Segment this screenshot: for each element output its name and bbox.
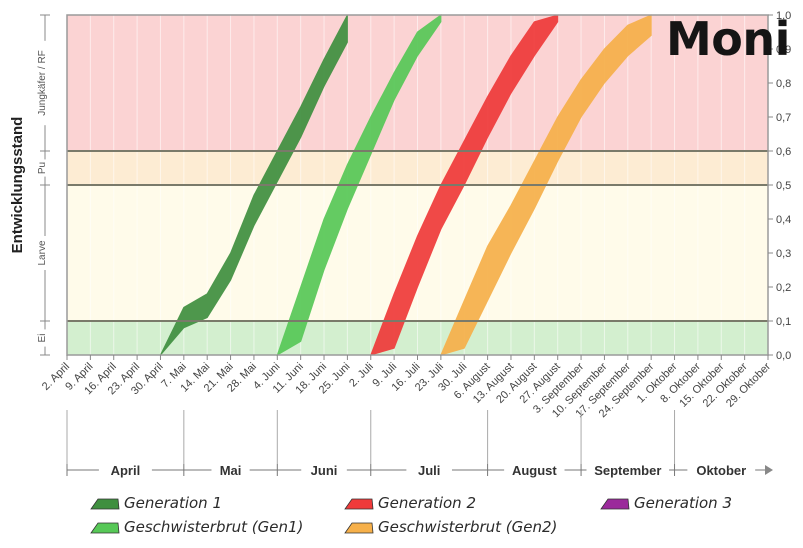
y-tick-label: 0,3 — [776, 248, 791, 260]
y-tick-label: 0,1 — [776, 316, 791, 328]
legend-item: Geschwisterbrut (Gen2) — [344, 518, 557, 536]
x-tick-label: 2. Juli — [347, 361, 376, 390]
month-label: Oktober — [696, 463, 746, 478]
y-tick-label: 0,2 — [776, 282, 791, 294]
stage-label: Jungkäfer / RF — [37, 50, 48, 116]
y-tick-label: 0,0 — [776, 350, 791, 362]
y-tick-label: 1,0 — [776, 10, 791, 22]
y-tick-label: 0,4 — [776, 214, 791, 226]
stage-label-bg — [37, 40, 48, 126]
legend-item: Generation 3 — [600, 494, 732, 512]
legend-label: Generation 1 — [124, 494, 222, 512]
legend-item: Generation 2 — [344, 494, 476, 512]
legend-label: Geschwisterbrut (Gen2) — [378, 518, 558, 536]
series-band-geschwisterbrut-gen1 — [276, 14, 442, 357]
month-axis-arrow — [765, 465, 773, 475]
stage-label: Larve — [37, 240, 48, 265]
y-axis-label: Entwicklungsstand — [9, 117, 26, 254]
month-label: Mai — [220, 463, 242, 478]
legend-swatch-icon — [90, 520, 120, 534]
legend-swatch-icon — [344, 520, 374, 534]
month-label: April — [111, 463, 141, 478]
corner-title: Moni — [666, 12, 790, 66]
legend-swatch-icon — [600, 496, 630, 510]
series-band-generation-2 — [369, 14, 559, 356]
y-tick-label: 0,5 — [776, 180, 791, 192]
y-tick-label: 0,6 — [776, 146, 791, 158]
legend-label: Geschwisterbrut (Gen1) — [124, 518, 304, 536]
stage-label: Pu — [37, 162, 48, 174]
series-band-geschwisterbrut-gen2 — [440, 14, 652, 356]
legend-swatch-icon — [90, 496, 120, 510]
stage-label: Ei — [37, 334, 48, 343]
legend-item: Generation 1 — [90, 494, 222, 512]
legend: Generation 1 Geschwisterbrut (Gen1) Genera… — [90, 492, 790, 542]
stage-label-bg — [37, 236, 48, 270]
month-label: September — [594, 463, 661, 478]
legend-label: Generation 2 — [378, 494, 476, 512]
legend-label: Generation 3 — [634, 494, 732, 512]
legend-swatch-icon — [344, 496, 374, 510]
y-tick-label: 0,8 — [776, 78, 791, 90]
stage-label-bg — [37, 159, 48, 177]
month-label: Juni — [311, 463, 338, 478]
stage-label-bg — [37, 329, 48, 347]
month-label: Juli — [418, 463, 440, 478]
legend-item: Geschwisterbrut (Gen1) — [90, 518, 303, 536]
month-label: August — [512, 463, 557, 478]
y-tick-label: 0,9 — [776, 44, 791, 56]
y-tick-label: 0,7 — [776, 112, 791, 124]
